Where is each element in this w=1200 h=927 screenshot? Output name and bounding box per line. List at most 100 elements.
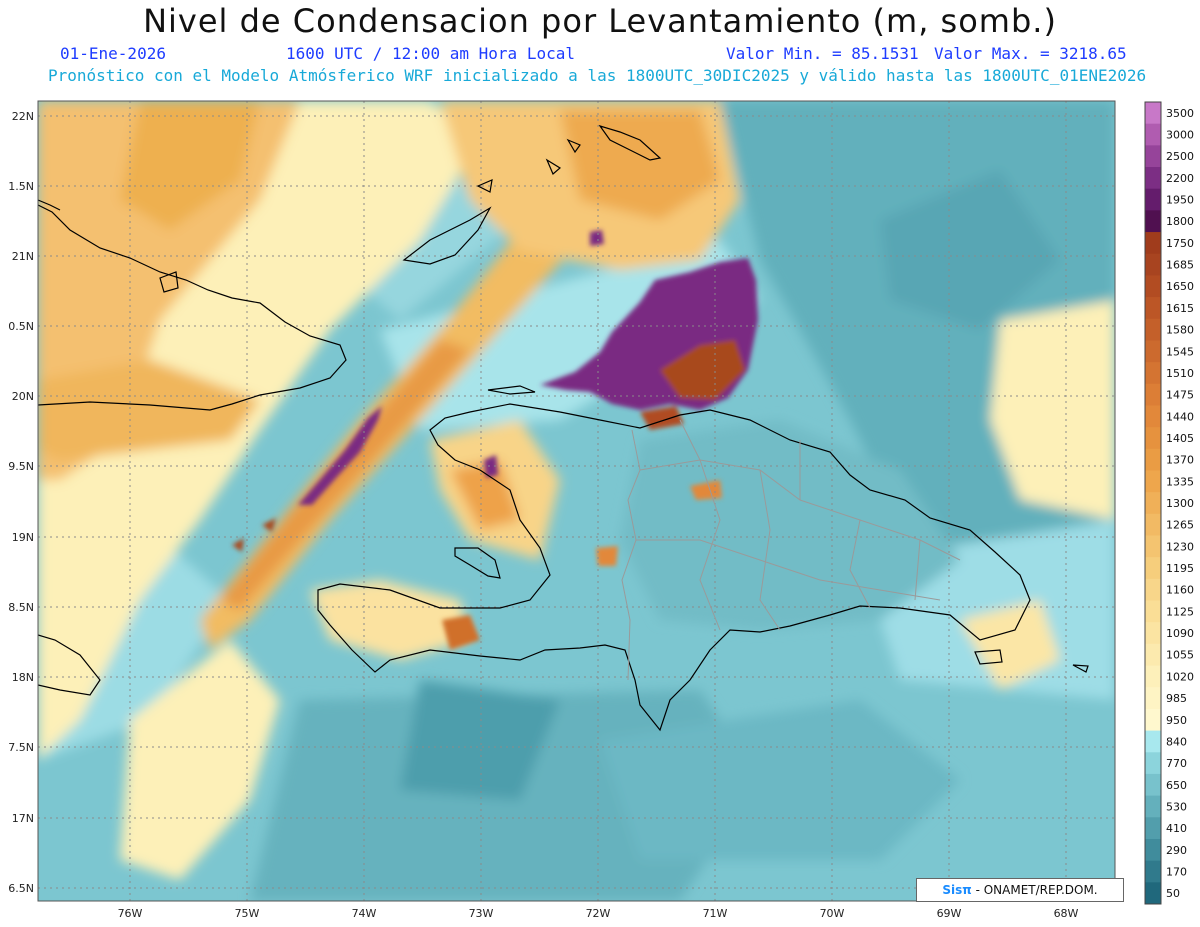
colorbar-label: 1405	[1166, 432, 1194, 445]
colorbar-label: 290	[1166, 844, 1187, 857]
lat-label: 9.5N	[8, 460, 34, 473]
colorbar-label: 170	[1166, 865, 1187, 878]
forecast-info-text: Pronóstico con el Modelo Atmósferico WRF…	[48, 66, 1147, 85]
colorbar-label: 410	[1166, 822, 1187, 835]
colorbar-label: 1545	[1166, 345, 1194, 358]
lon-label: 71W	[703, 907, 728, 920]
plot-frame	[37, 100, 1116, 902]
lon-axis: 76W 75W 74W 73W 72W 71W 70W 69W 68W	[118, 907, 1079, 920]
colorbar-label: 1615	[1166, 302, 1194, 315]
colorbar: 3500 3000 2500 2200 1950 1800 1750 1685 1650 1615…	[1144, 101, 1194, 905]
colorbar-swatch	[1145, 513, 1161, 537]
colorbar-label: 1650	[1166, 280, 1194, 293]
colorbar-swatch	[1145, 232, 1161, 255]
colorbar-label: 1055	[1166, 649, 1194, 662]
date-text: 01-Ene-2026	[60, 44, 166, 63]
colorbar-label: 1335	[1166, 475, 1194, 488]
colorbar-label: 950	[1166, 714, 1187, 727]
colorbar-swatch	[1145, 253, 1161, 276]
colorbar-label: 530	[1166, 800, 1187, 813]
lat-label: 7.5N	[8, 741, 34, 754]
colorbar-swatch	[1145, 188, 1161, 211]
lat-label: 19N	[12, 531, 34, 544]
lat-label: 21N	[12, 250, 34, 263]
colorbar-label: 1090	[1166, 627, 1194, 640]
colorbar-swatch	[1145, 448, 1161, 471]
colorbar-swatch	[1145, 145, 1161, 168]
colorbar-swatch	[1145, 492, 1161, 515]
lat-label: 0.5N	[8, 320, 34, 333]
credit-text: - ONAMET/REP.DOM.	[975, 883, 1098, 897]
credit-box: Sisπ - ONAMET/REP.DOM.	[916, 878, 1124, 902]
colorbar-swatch	[1145, 362, 1161, 385]
coastlines	[38, 124, 1089, 732]
colorbar-label: 1125	[1166, 605, 1194, 618]
colorbar-label: 1475	[1166, 389, 1194, 402]
colorbar-swatch	[1145, 340, 1161, 363]
colorbar-swatch	[1145, 665, 1161, 688]
colorbar-swatch	[1145, 643, 1161, 667]
colorbar-label: 1020	[1166, 670, 1194, 683]
min-value-text: Valor Min. = 85.1531	[726, 44, 919, 63]
colorbar-label: 1370	[1166, 454, 1194, 467]
field-shading	[38, 101, 1115, 901]
colorbar-label: 1195	[1166, 562, 1194, 575]
colorbar-swatch	[1145, 817, 1161, 840]
lat-label: 17N	[12, 812, 34, 825]
colorbar-label: 3000	[1166, 129, 1194, 142]
colorbar-swatch	[1145, 102, 1161, 125]
colorbar-swatch	[1145, 427, 1161, 450]
colorbar-swatch	[1145, 795, 1161, 818]
colorbar-label: 770	[1166, 757, 1187, 770]
colorbar-label: 1950	[1166, 194, 1194, 207]
lat-axis: 22N 1.5N 21N 0.5N 20N 9.5N 19N 8.5N 18N …	[8, 110, 34, 895]
colorbar-label: 1160	[1166, 584, 1194, 597]
colorbar-swatch	[1145, 860, 1161, 883]
lon-label: 74W	[352, 907, 377, 920]
lat-label: 22N	[12, 110, 34, 123]
colorbar-swatch	[1145, 752, 1161, 775]
lat-label: 1.5N	[8, 180, 34, 193]
time-text: 1600 UTC / 12:00 am Hora Local	[286, 44, 575, 63]
colorbar-swatch	[1145, 730, 1161, 753]
colorbar-swatch	[1145, 123, 1161, 146]
lat-label: 6.5N	[8, 882, 34, 895]
colorbar-label: 1800	[1166, 215, 1194, 228]
colorbar-swatch	[1145, 275, 1161, 298]
colorbar-label: 1440	[1166, 410, 1194, 423]
lon-label: 68W	[1054, 907, 1079, 920]
colorbar-label: 1510	[1166, 367, 1194, 380]
colorbar-swatch	[1145, 687, 1161, 710]
colorbar-swatch	[1145, 708, 1161, 732]
colorbar-swatch	[1145, 383, 1161, 406]
colorbar-label: 1580	[1166, 324, 1194, 337]
colorbar-label: 1300	[1166, 497, 1194, 510]
colorbar-label: 985	[1166, 692, 1187, 705]
colorbar-frame	[1144, 101, 1162, 905]
lon-label: 75W	[235, 907, 260, 920]
lon-label: 73W	[469, 907, 494, 920]
colorbar-swatch	[1145, 882, 1161, 905]
colorbar-label: 3500	[1166, 107, 1194, 120]
colorbar-swatch	[1145, 297, 1161, 320]
lon-label: 69W	[937, 907, 962, 920]
colorbar-swatch	[1145, 535, 1161, 558]
colorbar-label: 2500	[1166, 150, 1194, 163]
colorbar-label: 650	[1166, 779, 1187, 792]
colorbar-label: 1230	[1166, 540, 1194, 553]
colorbar-label: 840	[1166, 735, 1187, 748]
max-value-text: Valor Max. = 3218.65	[934, 44, 1127, 63]
lon-label: 72W	[586, 907, 611, 920]
sispi-logo: Sisπ	[942, 883, 972, 897]
colorbar-label: 1750	[1166, 237, 1194, 250]
lon-label: 76W	[118, 907, 143, 920]
lat-label: 20N	[12, 390, 34, 403]
map-title: Nivel de Condensacion por Levantamiento …	[143, 2, 1057, 40]
colorbar-swatch	[1145, 557, 1161, 580]
colorbar-swatch	[1145, 838, 1161, 862]
colorbar-swatch	[1145, 600, 1161, 623]
colorbar-label: 1265	[1166, 519, 1194, 532]
colorbar-swatch	[1145, 578, 1161, 602]
colorbar-label: 50	[1166, 887, 1180, 900]
